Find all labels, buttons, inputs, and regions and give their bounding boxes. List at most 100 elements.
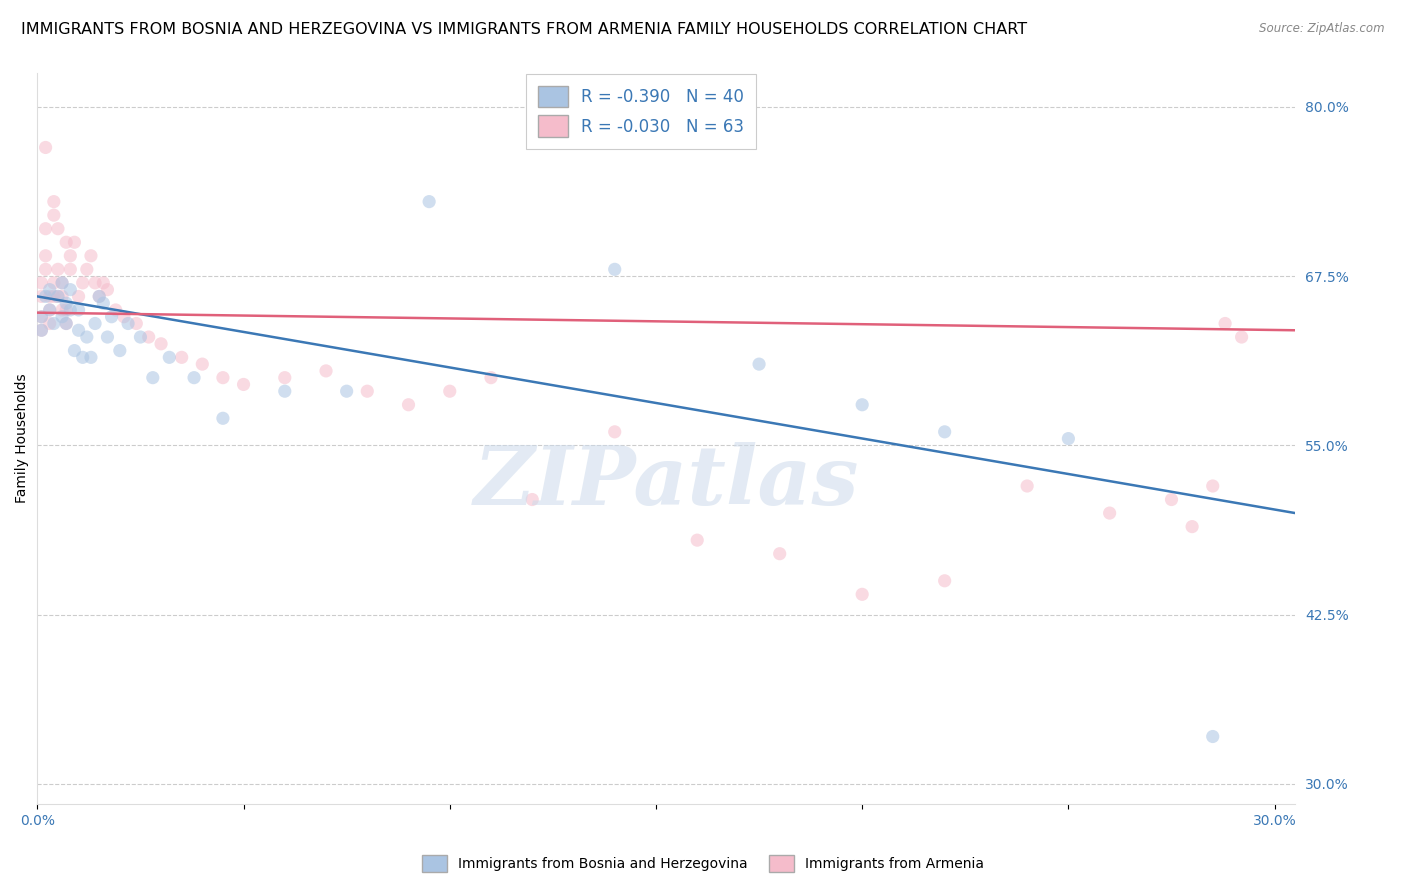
Point [89,289,111,303]
Point [51,310,73,324]
Point [183,370,205,384]
Point [603,262,626,277]
Point [84,276,107,290]
Point [356,384,378,399]
Point [42,208,65,222]
Point [129,330,152,344]
Point [80,249,103,263]
Point [315,364,337,378]
Point [934,425,956,439]
Point [91,276,114,290]
Point [418,194,440,209]
Point [34,262,56,277]
Point [46,289,69,303]
Point [42,276,65,290]
Point [38,283,60,297]
Point [42,289,65,303]
Text: Source: ZipAtlas.com: Source: ZipAtlas.com [1260,22,1385,36]
Point [1098,506,1121,520]
Point [117,317,139,331]
Point [96,330,118,344]
Point [104,302,127,317]
Point [336,384,359,399]
Point [1057,432,1080,446]
Text: ZIPatlas: ZIPatlas [474,442,859,523]
Point [38,302,60,317]
Point [96,283,118,297]
Point [191,357,214,371]
Point [63,343,86,358]
Point [212,411,235,425]
Point [46,262,69,277]
Point [439,384,461,399]
Point [1202,730,1225,744]
Point [769,547,792,561]
Point [34,140,56,154]
Point [30,310,52,324]
Point [30,276,52,290]
Point [150,336,173,351]
Point [1181,519,1204,533]
Point [76,262,98,277]
Point [603,425,626,439]
Point [1230,330,1253,344]
Point [91,296,114,310]
Point [38,289,60,303]
Point [34,249,56,263]
Point [934,574,956,588]
Point [1160,492,1182,507]
Legend: Immigrants from Bosnia and Herzegovina, Immigrants from Armenia: Immigrants from Bosnia and Herzegovina, … [416,849,990,878]
Point [686,533,709,548]
Point [30,323,52,337]
Point [112,310,135,324]
Point [42,194,65,209]
Point [67,302,90,317]
Legend: R = -0.390   N = 40, R = -0.030   N = 63: R = -0.390 N = 40, R = -0.030 N = 63 [526,74,756,148]
Point [212,370,235,384]
Point [748,357,770,371]
Point [170,351,193,365]
Point [30,310,52,324]
Point [100,310,122,324]
Point [84,317,107,331]
Point [51,276,73,290]
Point [232,377,254,392]
Point [59,262,82,277]
Point [55,296,77,310]
Point [125,317,148,331]
Point [55,317,77,331]
Point [30,323,52,337]
Point [55,317,77,331]
Point [157,351,180,365]
Point [67,289,90,303]
Point [51,289,73,303]
Point [138,330,160,344]
Point [479,370,502,384]
Point [38,317,60,331]
Point [59,283,82,297]
Point [51,302,73,317]
Point [72,276,94,290]
Point [1213,317,1236,331]
Y-axis label: Family Households: Family Households [15,374,30,503]
Point [30,289,52,303]
Point [51,276,73,290]
Point [42,317,65,331]
Point [38,302,60,317]
Point [46,221,69,235]
Point [72,351,94,365]
Point [55,302,77,317]
Point [1017,479,1039,493]
Point [80,351,103,365]
Text: IMMIGRANTS FROM BOSNIA AND HERZEGOVINA VS IMMIGRANTS FROM ARMENIA FAMILY HOUSEHO: IMMIGRANTS FROM BOSNIA AND HERZEGOVINA V… [21,22,1028,37]
Point [522,492,544,507]
Point [46,289,69,303]
Point [89,289,111,303]
Point [851,398,873,412]
Point [142,370,165,384]
Point [34,289,56,303]
Point [67,323,90,337]
Point [274,370,297,384]
Point [63,235,86,250]
Point [59,249,82,263]
